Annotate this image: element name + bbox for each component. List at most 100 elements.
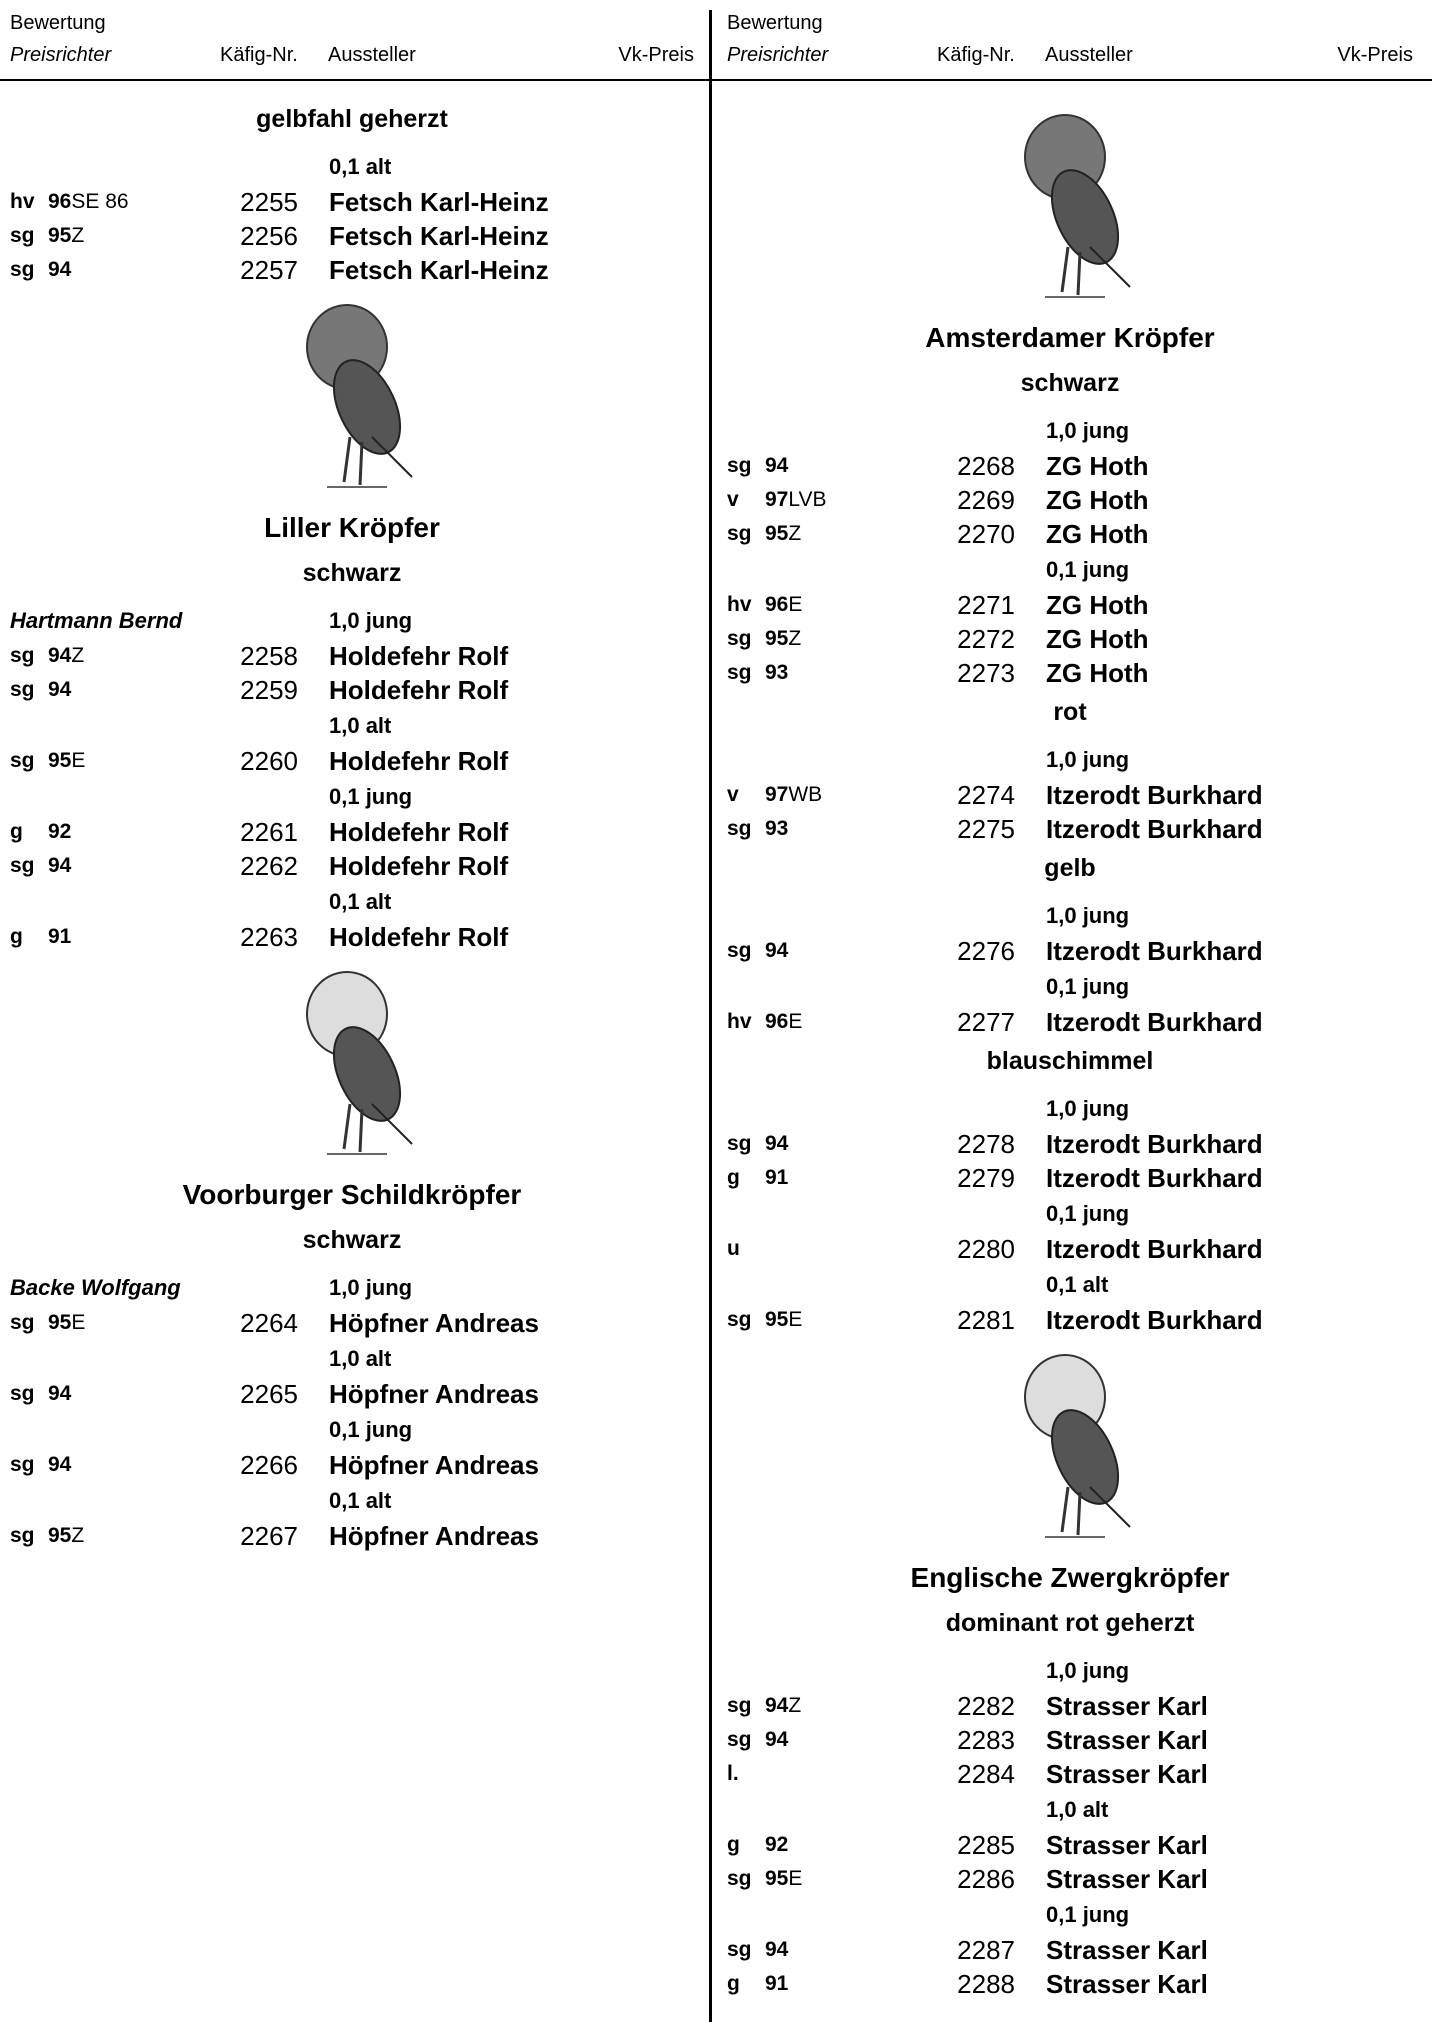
grade: sg xyxy=(727,449,752,483)
exhibitor: Strasser Karl xyxy=(1046,1757,1208,1791)
grade: l. xyxy=(727,1757,739,1791)
header-label: Preisrichter xyxy=(10,44,111,67)
cage-number: 2263 xyxy=(240,920,298,954)
entry-row: sg95Z2270ZG Hoth xyxy=(727,517,1413,551)
image-row xyxy=(10,954,694,1172)
cage-number: 2287 xyxy=(957,1933,1015,1967)
exhibitor: Strasser Karl xyxy=(1046,1723,1208,1757)
grade: sg xyxy=(10,1448,35,1482)
grade: hv xyxy=(727,588,752,622)
header-label: Vk-Preis xyxy=(1337,44,1413,67)
pigeon-illustration xyxy=(262,954,442,1164)
grade: g xyxy=(10,815,23,849)
score: 95E xyxy=(48,744,85,778)
cage-number: 2285 xyxy=(957,1828,1015,1862)
grade: sg xyxy=(727,656,752,690)
exhibitor: Holdefehr Rolf xyxy=(329,639,508,673)
grade: sg xyxy=(10,1306,35,1340)
class-label: 1,0 jung xyxy=(329,1269,412,1306)
score: 95Z xyxy=(765,517,801,551)
cage-number: 2273 xyxy=(957,656,1015,690)
class-row: 0,1 jung xyxy=(727,1896,1413,1933)
cage-number: 2272 xyxy=(957,622,1015,656)
cage-number: 2270 xyxy=(957,517,1015,551)
score: 91 xyxy=(765,1967,788,2001)
cage-number: 2257 xyxy=(240,253,298,287)
judge-name: Backe Wolfgang xyxy=(10,1269,181,1306)
header-label: Käfig-Nr. xyxy=(220,44,298,67)
class-row: 1,0 jung xyxy=(727,412,1413,449)
class-label: 0,1 jung xyxy=(1046,1896,1129,1933)
entry-row: sg942278Itzerodt Burkhard xyxy=(727,1127,1413,1161)
class-row: Backe Wolfgang 1,0 jung xyxy=(10,1269,694,1306)
grade: v xyxy=(727,778,739,812)
score: 94 xyxy=(765,934,788,968)
award: E xyxy=(71,749,85,772)
image-row xyxy=(727,97,1413,315)
color-title: schwarz xyxy=(303,559,402,587)
class-row: 0,1 jung xyxy=(727,1195,1413,1232)
exhibitor: Itzerodt Burkhard xyxy=(1046,934,1263,968)
entry-row: hv96SE 862255Fetsch Karl-Heinz xyxy=(10,185,694,219)
grade: sg xyxy=(727,812,752,846)
exhibitor: Fetsch Karl-Heinz xyxy=(329,219,549,253)
exhibitor: Itzerodt Burkhard xyxy=(1046,1303,1263,1337)
breed-title: Liller Kröpfer xyxy=(264,512,440,543)
award: E xyxy=(71,1311,85,1334)
grade: sg xyxy=(10,1377,35,1411)
breed-title: Voorburger Schildkröpfer xyxy=(183,1179,522,1210)
exhibitor: Strasser Karl xyxy=(1046,1828,1208,1862)
class-row: 0,1 alt xyxy=(10,883,694,920)
exhibitor: Itzerodt Burkhard xyxy=(1046,1127,1263,1161)
award: Z xyxy=(71,1524,84,1547)
entry-row: sg95E2260Holdefehr Rolf xyxy=(10,744,694,778)
entry-row: g912279Itzerodt Burkhard xyxy=(727,1161,1413,1195)
color-row: blauschimmel xyxy=(727,1039,1413,1090)
class-row: 1,0 jung xyxy=(727,1090,1413,1127)
entry-row: g912263Holdefehr Rolf xyxy=(10,920,694,954)
class-row: 1,0 alt xyxy=(10,707,694,744)
class-label: 0,1 alt xyxy=(1046,1266,1108,1303)
entry-row: v97LVB2269ZG Hoth xyxy=(727,483,1413,517)
score: 94 xyxy=(48,673,71,707)
class-row: 0,1 jung xyxy=(10,1411,694,1448)
grade: sg xyxy=(727,1303,752,1337)
color-title: gelbfahl geherzt xyxy=(256,105,448,133)
grade: g xyxy=(727,1828,740,1862)
score: 96E xyxy=(765,588,802,622)
header-label: Bewertung xyxy=(727,12,823,35)
grade: sg xyxy=(727,1862,752,1896)
color-title: rot xyxy=(1053,698,1086,726)
color-title: schwarz xyxy=(303,1226,402,1254)
cage-number: 2259 xyxy=(240,673,298,707)
header-label: Preisrichter xyxy=(727,44,828,67)
header-label: Aussteller xyxy=(1045,44,1133,67)
class-row: 0,1 alt xyxy=(10,148,694,185)
cage-number: 2268 xyxy=(957,449,1015,483)
award: Z xyxy=(788,522,801,545)
header-label: Aussteller xyxy=(328,44,416,67)
score: 93 xyxy=(765,812,788,846)
class-row: 0,1 alt xyxy=(727,1266,1413,1303)
cage-number: 2274 xyxy=(957,778,1015,812)
grade: g xyxy=(727,1967,740,2001)
class-label: 1,0 jung xyxy=(1046,1090,1129,1127)
class-label: 1,0 jung xyxy=(1046,412,1129,449)
class-label: 1,0 jung xyxy=(329,602,412,639)
color-row: rot xyxy=(727,690,1413,741)
cage-number: 2277 xyxy=(957,1005,1015,1039)
cage-number: 2283 xyxy=(957,1723,1015,1757)
grade: sg xyxy=(10,253,35,287)
cage-number: 2278 xyxy=(957,1127,1015,1161)
class-label: 0,1 alt xyxy=(329,883,391,920)
grade: sg xyxy=(10,219,35,253)
grade: sg xyxy=(10,1519,35,1553)
